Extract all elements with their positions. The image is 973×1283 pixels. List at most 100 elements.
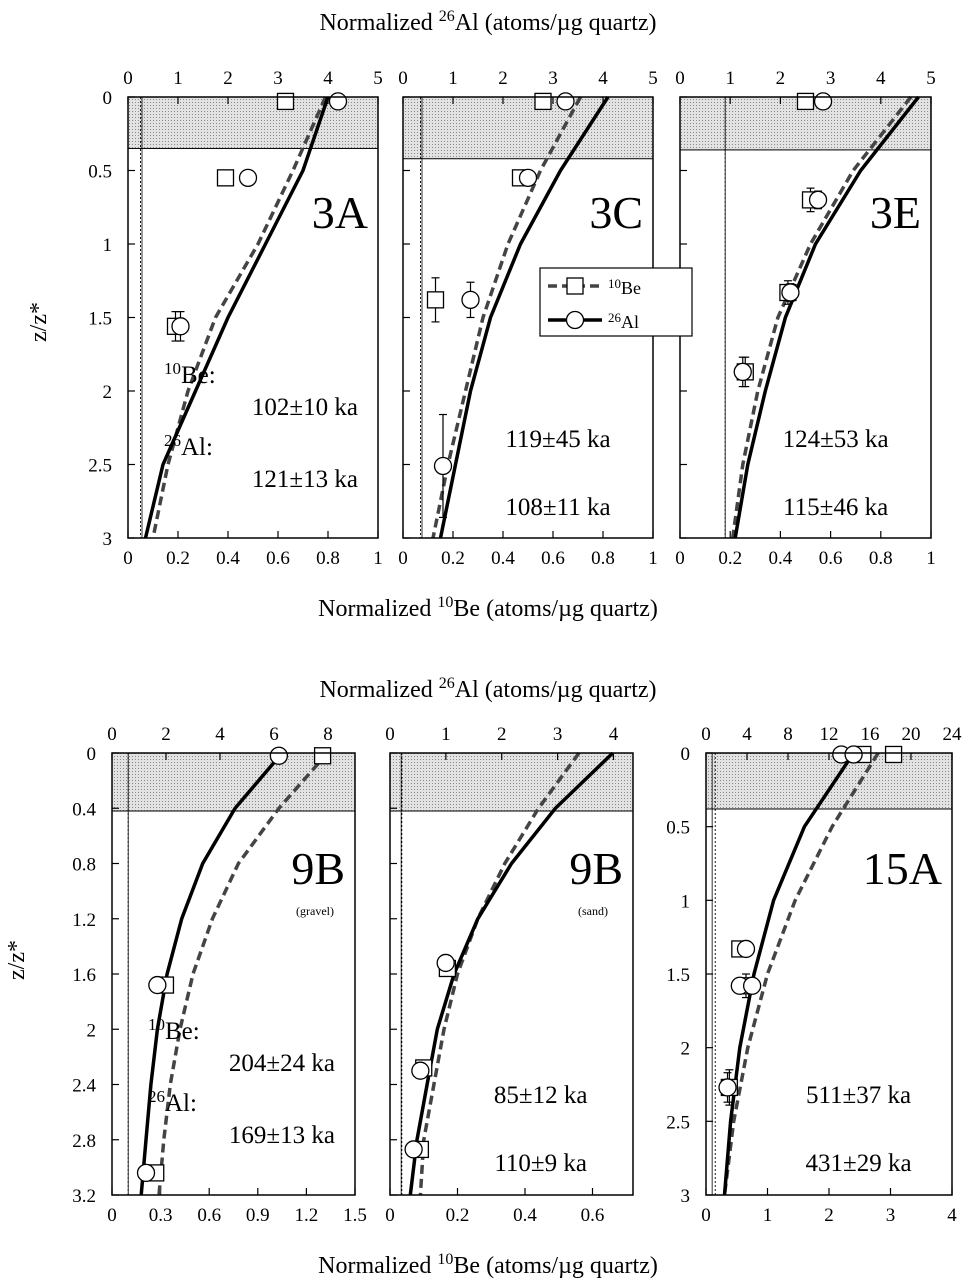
x-bottom-tick-label: 0.2 — [446, 1205, 470, 1226]
model-curve-be — [722, 752, 880, 1196]
y-tick-label: 0 — [681, 744, 691, 765]
y-label-lower: z/z* — [4, 940, 30, 980]
data-point-al — [461, 290, 480, 310]
x-top-tick-label: 1 — [173, 68, 183, 89]
model-curve-be — [418, 751, 581, 1196]
x-bottom-tick-label: 0 — [398, 548, 408, 569]
age-isotope-label: 26Al: — [164, 431, 213, 461]
age-isotope-label: 10Be: — [148, 1015, 200, 1045]
data-point-al — [148, 975, 167, 995]
y-tick-label: 2.4 — [72, 1076, 96, 1097]
x-top-tick-label: 2 — [161, 724, 171, 745]
x-top-tick-label: 2 — [498, 68, 508, 89]
plot-frame — [127, 96, 379, 539]
x-bottom-tick-label: 1.5 — [343, 1205, 367, 1226]
age-value: 115±46 ka — [783, 494, 888, 521]
age-value: 169±13 ka — [229, 1122, 335, 1149]
x-top-tick-label: 0 — [398, 68, 408, 89]
data-point-be — [884, 745, 903, 764]
model-curve-be — [151, 96, 328, 539]
x-bottom-tick-label: 1 — [763, 1205, 773, 1226]
panel-label: 3E — [870, 187, 921, 238]
x-bottom-tick-label: 0.4 — [491, 548, 515, 569]
age-value: 85±12 ka — [494, 1082, 588, 1109]
shaded-zone — [402, 96, 654, 160]
y-tick-label: 1.6 — [72, 965, 96, 986]
panel-3E: 0 0.2 0.4 0.6 0.8 1 0 1 2 3 4 5 3E 124±53 ka 115±46 ka — [675, 68, 936, 569]
x-top-tick-label: 4 — [215, 724, 225, 745]
model-curve-al — [722, 752, 856, 1196]
age-value: 204±24 ka — [229, 1050, 335, 1077]
age-value: 110±9 ka — [494, 1150, 587, 1177]
y-tick-label: 0.5 — [88, 162, 112, 183]
x-bottom-tick-label: 0 — [385, 1205, 395, 1226]
x-bottom-tick-label: 0.2 — [166, 548, 190, 569]
data-point-al — [742, 976, 762, 995]
legend: 10Be 26Al — [539, 267, 693, 337]
data-point-al — [556, 92, 575, 111]
y-tick-label: 2 — [87, 1020, 97, 1041]
x-bottom-tick-label: 0.6 — [541, 548, 565, 569]
data-point-be — [216, 169, 235, 187]
panel-3C: 0 0.2 0.4 0.6 0.8 1 0 1 2 3 4 5 3C 119±45 ka 108±11 ka — [398, 68, 658, 569]
panel-label: 9B — [291, 843, 345, 894]
y-tick-label: 1 — [681, 891, 691, 912]
data-point-be — [426, 291, 445, 309]
data-point-al — [328, 92, 348, 111]
age-value: 121±13 ka — [252, 466, 358, 493]
legend-be-label: 10Be — [608, 276, 641, 298]
data-point-al — [718, 1078, 737, 1097]
data-point-al — [844, 745, 863, 764]
age-value: 119±45 ka — [505, 426, 610, 453]
age-isotope-label: 10Be: — [164, 359, 216, 389]
x-top-tick-label: 3 — [553, 724, 563, 745]
panel-subtitle: (sand) — [578, 904, 608, 918]
x-top-tick-label: 0 — [675, 68, 685, 89]
x-top-tick-label: 3 — [548, 68, 558, 89]
panel-9B-gravel: 0 0.3 0.6 0.9 1.2 1.5 0 2 4 6 8 0 0.4 0.8 1.2 1.6 2 2.4 2.… — [72, 724, 367, 1226]
x-bottom-tick-label: 0 — [701, 1205, 711, 1226]
legend-al-marker — [565, 310, 585, 330]
y-tick-label: 2 — [103, 382, 113, 403]
data-point-be — [534, 92, 552, 111]
data-point-al — [411, 1061, 430, 1080]
panel-subtitle: (gravel) — [296, 904, 334, 918]
model-curve-al — [139, 751, 284, 1196]
panel-label: 9B — [569, 843, 623, 894]
x-bottom-tick-label: 1.2 — [295, 1205, 319, 1226]
age-value: 102±10 ka — [252, 394, 358, 421]
plot-frame — [705, 752, 953, 1196]
model-curve-be — [157, 751, 329, 1196]
data-point-al — [781, 283, 800, 302]
y-tick-label: 2.8 — [72, 1131, 96, 1152]
y-tick-label: 3 — [681, 1186, 691, 1207]
x-top-tick-label: 1 — [448, 68, 458, 89]
plot-frame — [111, 752, 356, 1196]
bottom-x-label-upper: Normalized 10Be (atoms/µg quartz) — [318, 594, 658, 622]
y-tick-label: 2.5 — [88, 456, 112, 477]
data-point-al — [436, 953, 455, 973]
panel-label: 15A — [863, 843, 942, 894]
x-top-tick-label: 4 — [609, 724, 619, 745]
y-tick-label: 1.5 — [666, 965, 690, 986]
x-bottom-tick-label: 0.6 — [197, 1205, 221, 1226]
data-point-al — [238, 168, 258, 188]
x-top-tick-label: 1 — [441, 724, 451, 745]
x-bottom-tick-label: 0.9 — [246, 1205, 270, 1226]
model-curve-be — [730, 95, 913, 539]
data-point-be — [276, 92, 295, 111]
x-top-tick-label: 3 — [826, 68, 836, 89]
x-bottom-tick-label: 0.3 — [149, 1205, 173, 1226]
panel-3A: 0 0.2 0.4 0.6 0.8 1 0 1 2 3 4 5 0 0.5 1 1.5 2 2.5 3 3A 10Be:… — [88, 68, 383, 569]
data-point-be — [796, 92, 815, 111]
x-bottom-tick-label: 0 — [675, 548, 685, 569]
top-x-label-upper: Normalized 26Al (atoms/µg quartz) — [319, 8, 656, 36]
x-top-tick-label: 6 — [269, 724, 279, 745]
age-value: 124±53 ka — [783, 426, 889, 453]
x-top-tick-label: 8 — [783, 724, 793, 745]
y-tick-label: 1.2 — [72, 910, 96, 931]
legend-box — [539, 267, 693, 337]
data-point-al — [813, 92, 833, 111]
x-bottom-tick-label: 0.4 — [513, 1205, 537, 1226]
